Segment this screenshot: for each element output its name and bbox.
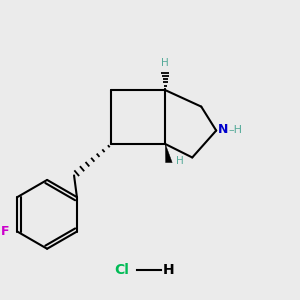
- Polygon shape: [165, 144, 172, 163]
- Text: H: H: [161, 58, 169, 68]
- Text: Cl: Cl: [115, 263, 129, 277]
- Text: F: F: [1, 225, 10, 238]
- Text: N: N: [218, 123, 228, 136]
- Text: –H: –H: [229, 124, 243, 135]
- Text: H: H: [162, 263, 174, 277]
- Text: H: H: [176, 156, 183, 166]
